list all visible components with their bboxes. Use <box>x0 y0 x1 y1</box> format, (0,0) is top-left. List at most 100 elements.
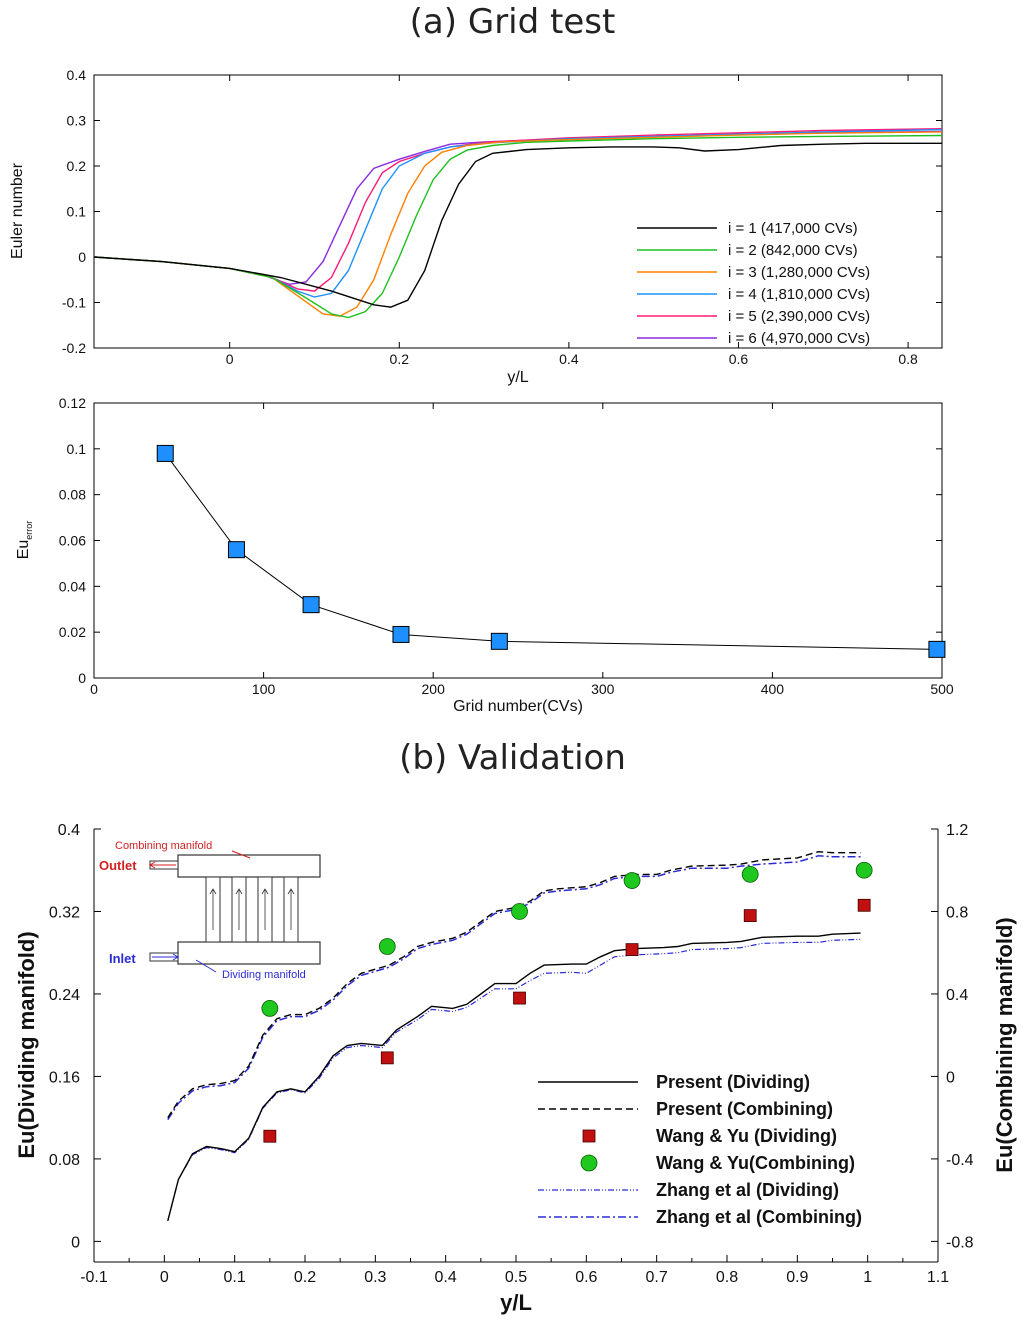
wang-dividing-marker <box>743 909 757 922</box>
chart1-ytick-label: 0.2 <box>67 158 87 174</box>
chart3-ticks: -0.1 0 0.1 0.2 0.3 0.4 0.5 0.6 0.7 0.8 0.9 1 1.1 0 0.0… <box>49 822 974 1286</box>
chart1-series-line <box>93 142 942 308</box>
chart3-ytick-label: 0.32 <box>49 904 80 921</box>
chart3-ytick-label-right: 1.2 <box>946 822 968 839</box>
chart2-series <box>156 444 946 658</box>
chart3-xtick-label: 0.6 <box>575 1269 597 1286</box>
chart1-xtick-label: 0.8 <box>898 351 918 367</box>
chart3-legend: Present (Dividing) Present (Combining) Wan… <box>538 1072 862 1227</box>
legend-swatch-wang-dividing <box>582 1129 596 1143</box>
chart3-xtick-label: 0.8 <box>716 1269 738 1286</box>
chart3-ytick-label: 0.16 <box>49 1069 80 1086</box>
chart1-series <box>93 128 943 319</box>
chart2-ytick-label: 0.02 <box>59 624 86 640</box>
inset-dividing-label: Dividing manifold <box>222 969 306 981</box>
chart1-ytick-label: 0 <box>78 249 86 265</box>
chart1-xtick-label: 0.4 <box>559 351 579 367</box>
chart1-xtick-label: 0.6 <box>729 351 749 367</box>
chart1-ytick-label: 0.1 <box>67 204 87 220</box>
chart2-ytick-label: 0.12 <box>59 395 86 411</box>
wang-dividing-marker <box>263 1129 277 1143</box>
chart1-xlabel: y/L <box>507 369 528 386</box>
legend-swatch-wang-combining <box>580 1154 598 1172</box>
inset-arrow-1 <box>209 888 217 930</box>
chart1-legend-label: i = 1 (417,000 CVs) <box>728 220 858 237</box>
present-combining-line <box>167 850 861 1119</box>
chart2-xtick-label: 400 <box>761 681 785 697</box>
grid-test-title: (a) Grid test <box>409 2 616 42</box>
chart2-ylabel-main: Eu <box>15 540 32 560</box>
inset-dividing-header <box>177 941 321 965</box>
wang-combining-marker <box>378 938 396 955</box>
chart3-ytick-label-right: 0.8 <box>946 904 968 921</box>
chart3-legend-label: Present (Combining) <box>656 1099 833 1119</box>
inset-dividing-pointer <box>195 959 217 973</box>
chart1-xtick-label: 0 <box>226 351 234 367</box>
chart1-ylabel: Euler number <box>9 162 26 259</box>
chart3-ylabel-right: Eu(Combining manifold) <box>992 917 1017 1172</box>
inset-arrow-4 <box>287 888 295 930</box>
wang-combining-marker <box>511 903 528 920</box>
chart2-data-marker <box>490 632 508 650</box>
chart2-data-marker <box>227 541 245 559</box>
chart3-xtick-label: 1 <box>863 1269 872 1286</box>
chart2-ytick-label: 0.06 <box>59 533 86 549</box>
chart3-xtick-label: 0.2 <box>294 1269 316 1286</box>
chart2-xtick-label: 200 <box>422 681 446 697</box>
chart3-legend-label: Wang & Yu(Combining) <box>656 1153 855 1173</box>
inset-combining-pointer <box>231 850 251 859</box>
chart1-ytick-label: 0.3 <box>67 113 87 129</box>
chart3-xtick-label: -0.1 <box>80 1269 108 1286</box>
manifold-schematic-inset: Combining manifold Outlet Inlet Dividing… <box>99 840 321 981</box>
chart2-ytick-label: 0.1 <box>67 441 87 457</box>
chart3-xtick-label: 0.1 <box>224 1269 246 1286</box>
wang-dividing-marker <box>625 943 639 957</box>
chart2-xtick-label: 0 <box>90 681 98 697</box>
inset-outlet-arrow <box>149 861 176 869</box>
chart1-series-line <box>93 134 943 319</box>
chart3-ytick-label: 0.24 <box>49 987 80 1004</box>
chart2-data-marker <box>156 444 174 462</box>
chart3-legend-label: Wang & Yu (Dividing) <box>656 1126 837 1146</box>
chart3-legend-label: Zhang et al (Dividing) <box>656 1180 839 1200</box>
wang-dividing-marker <box>857 898 871 912</box>
wang-combining-marker <box>741 865 759 883</box>
chart2-xlabel: Grid number(CVs) <box>453 698 583 715</box>
chart3-xtick-label: 0.5 <box>505 1269 527 1286</box>
chart3-ytick-label: 0 <box>71 1234 80 1251</box>
chart1-xtick-label: 0.2 <box>390 351 410 367</box>
chart1-ytick-label: -0.2 <box>62 340 86 356</box>
inset-inlet-arrow <box>152 953 179 961</box>
wang-combining-marker <box>855 861 873 879</box>
chart3-xtick-label: 0.3 <box>364 1269 386 1286</box>
wang-combining-marker <box>261 999 279 1017</box>
chart3-xtick-label: 0.9 <box>786 1269 808 1286</box>
chart1-series-line <box>93 130 943 286</box>
chart2-plot-frame <box>93 402 943 679</box>
chart3-xtick-label: 1.1 <box>927 1269 949 1286</box>
chart2-ylabel: Euerror <box>15 521 34 560</box>
chart1-legend-label: i = 6 (4,970,000 CVs) <box>728 330 870 347</box>
inset-arrow-3 <box>261 888 269 930</box>
chart2-data-marker <box>392 625 410 643</box>
chart3-ytick-label-right: 0.4 <box>946 987 968 1004</box>
chart1-legend-label: i = 5 (2,390,000 CVs) <box>728 308 870 325</box>
present-dividing-line <box>167 932 861 1221</box>
chart3-ytick-label-right: -0.8 <box>946 1234 974 1251</box>
chart1-ticks: 0 0.2 0.4 0.6 0.8 -0.2 -0.1 0 0.1 0.2 0.3 0.4 <box>62 67 942 367</box>
chart2-xtick-label: 100 <box>252 681 276 697</box>
chart2-ytick-label: 0.08 <box>59 487 86 503</box>
chart3-ytick-label-right: -0.4 <box>946 1152 974 1169</box>
chart2-data-marker <box>928 640 946 658</box>
chart1-ytick-label: -0.1 <box>62 295 86 311</box>
wang-dividing-marker <box>513 991 526 1005</box>
chart2-ytick-label: 0 <box>78 670 86 686</box>
chart1-legend-label: i = 2 (842,000 CVs) <box>728 242 858 259</box>
chart3-ytick-label: 0.4 <box>58 822 80 839</box>
inset-inlet-label: Inlet <box>109 951 136 966</box>
chart2-xtick-label: 500 <box>930 681 954 697</box>
chart3-legend-label: Present (Dividing) <box>656 1072 810 1092</box>
chart2-data-marker <box>302 596 320 614</box>
chart3-xtick-label: 0.7 <box>646 1269 668 1286</box>
chart3-ylabel-left: Eu(Dividing manifold) <box>14 931 39 1158</box>
